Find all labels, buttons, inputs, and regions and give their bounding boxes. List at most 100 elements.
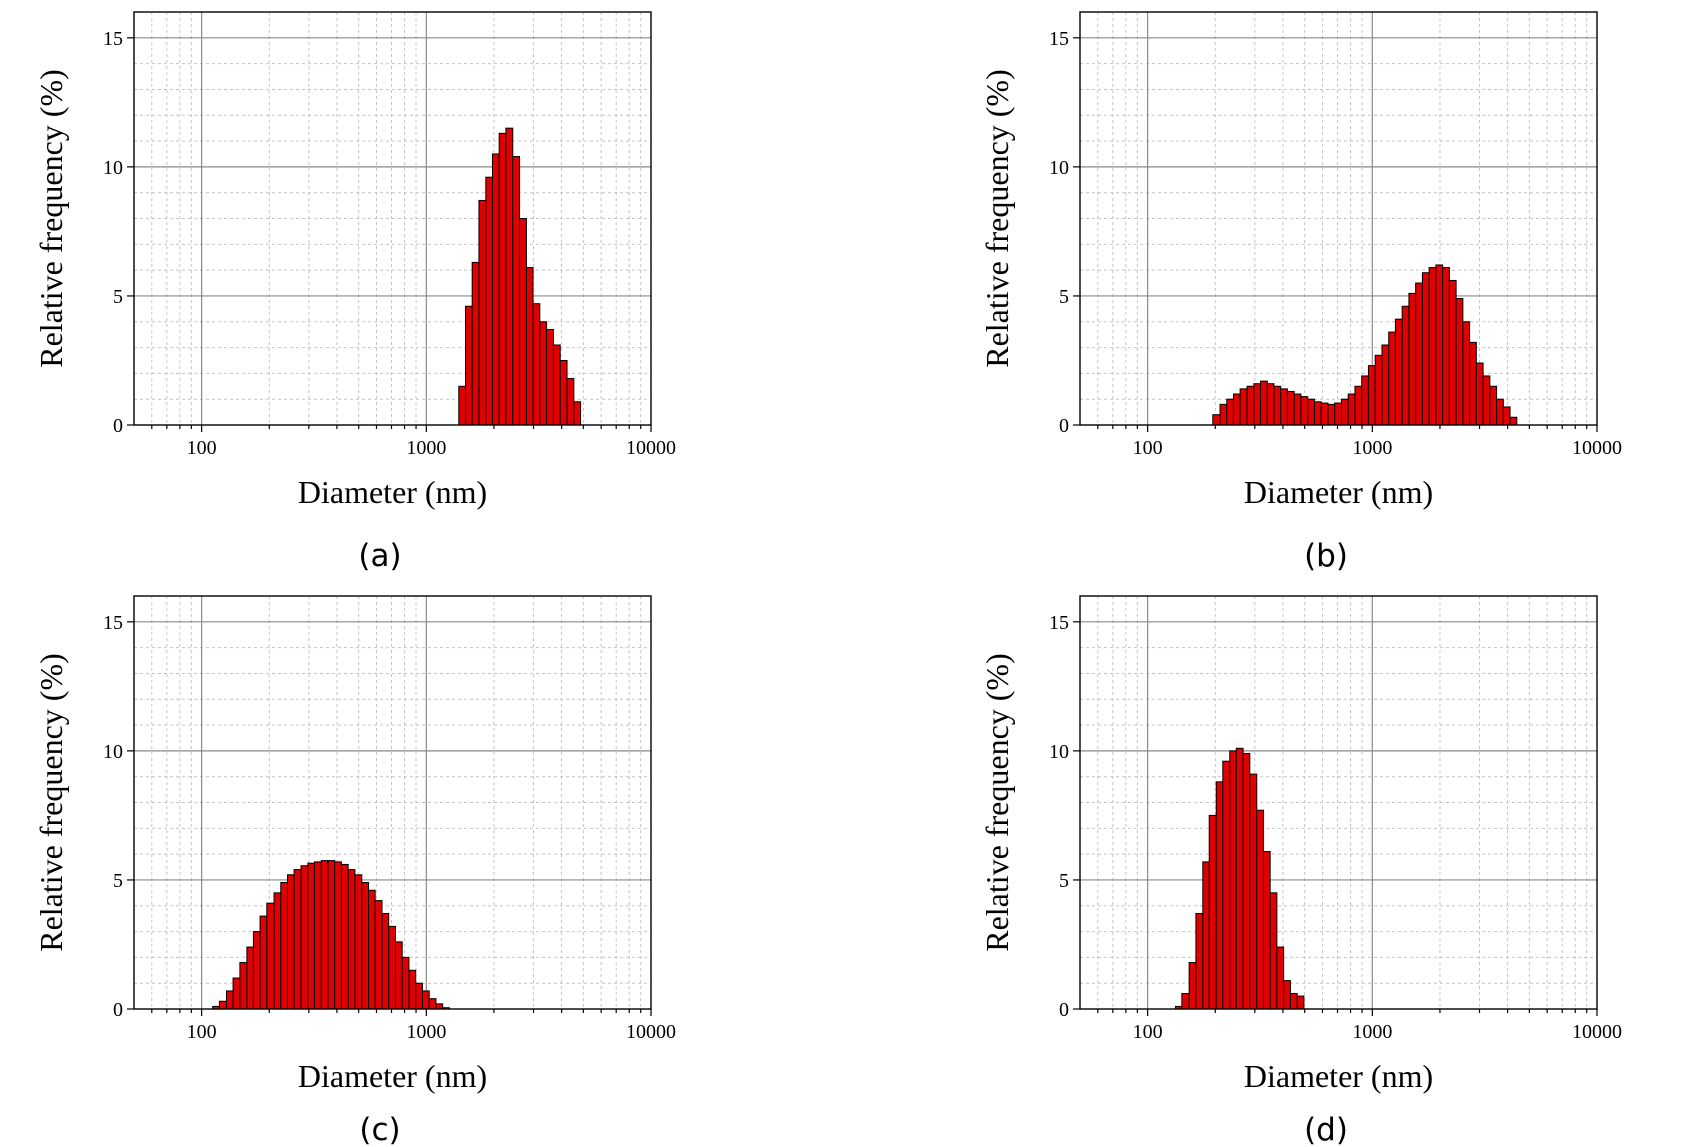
histogram-bar (1280, 388, 1288, 426)
y-axis-title: Relative frequency (%) (979, 69, 1015, 368)
histogram-bar (1253, 383, 1262, 426)
histogram-bar (1442, 267, 1450, 426)
histogram-bar (1246, 385, 1255, 426)
panel-label: (d) (1304, 1112, 1348, 1147)
histogram-bar (428, 998, 437, 1010)
minor-grid (134, 12, 651, 425)
histogram-bar (307, 862, 316, 1010)
histogram-bar (252, 931, 261, 1010)
histogram-bar (1188, 962, 1197, 1010)
histogram-bar (559, 359, 568, 426)
major-grid (134, 12, 651, 425)
minor-grid (1080, 596, 1597, 1009)
chart-panel-c: 100 1000 10000 0 5 10 15 Diameter (nm) Relative … (33, 595, 676, 1147)
histogram-bar (327, 860, 336, 1010)
histogram-bar (1260, 380, 1268, 426)
chart-panel-a: 100 1000 10000 0 5 10 15 Diameter (nm) Relative … (33, 11, 676, 574)
x-tick-label: 1000 (406, 1021, 446, 1043)
histogram-bar (1300, 396, 1309, 426)
histogram-bar (1249, 773, 1258, 1010)
histogram-bar (1212, 414, 1221, 426)
histogram-bar (1408, 292, 1417, 426)
histogram-bar (1195, 912, 1204, 1010)
histogram-bar (340, 863, 349, 1010)
major-grid (1080, 596, 1597, 1009)
y-tick-label: 15 (103, 28, 123, 50)
histogram-bar (465, 305, 473, 426)
histogram-bar (435, 1003, 444, 1010)
histogram-bar (1327, 403, 1336, 426)
histogram-bar (1415, 282, 1423, 426)
histogram-bar (374, 900, 383, 1010)
minor-grid (1080, 12, 1597, 425)
x-tick-label: 1000 (1352, 1021, 1392, 1043)
histogram-bar (347, 869, 356, 1010)
histogram-bar (1421, 272, 1430, 426)
histogram-bar (1307, 398, 1316, 426)
x-tick-label: 100 (187, 437, 217, 459)
histogram-bar (1435, 264, 1444, 426)
histogram-bar (1215, 781, 1224, 1010)
histogram-bar (320, 860, 329, 1010)
major-grid (134, 596, 651, 1009)
histogram-bar (1455, 298, 1464, 426)
chart-panel-b: 100 1000 10000 0 5 10 15 Diameter (nm) Relative … (979, 11, 1622, 574)
bars (458, 127, 582, 426)
histogram-bar (1296, 995, 1305, 1010)
histogram-bar (1269, 892, 1278, 1010)
histogram-bar (1489, 385, 1498, 426)
histogram-bar (1293, 393, 1302, 426)
x-axis-title: Diameter (nm) (298, 1058, 487, 1094)
histogram-bar (512, 156, 521, 426)
histogram-bar (273, 892, 282, 1010)
y-tick-label: 0 (1059, 999, 1069, 1021)
histogram-bar (259, 915, 268, 1010)
histogram-bar (491, 153, 500, 426)
y-tick-label: 0 (1059, 415, 1069, 437)
histogram-bar (314, 861, 322, 1010)
histogram-bar (1475, 362, 1484, 426)
plot-frame (133, 11, 652, 426)
x-tick-label: 10000 (1572, 437, 1622, 459)
panel-label: (c) (359, 1112, 400, 1147)
histogram-bar (408, 969, 417, 1010)
histogram-bar (1222, 760, 1231, 1010)
histogram-bar (1462, 321, 1471, 426)
histogram-bar (1388, 331, 1396, 426)
histogram-bar (415, 982, 423, 1010)
histogram-bar (1394, 318, 1403, 426)
histogram-bar (246, 946, 254, 1010)
histogram-bar (1448, 279, 1457, 426)
histogram-bar (1381, 344, 1390, 426)
histogram-bar (471, 261, 480, 426)
histogram-bar (381, 912, 390, 1010)
histogram-bar (519, 218, 527, 426)
chart-panel-d: 100 1000 10000 0 5 10 15 Diameter (nm) Relative … (979, 595, 1622, 1147)
plot-frame (1079, 595, 1598, 1010)
x-tick-label: 1000 (1352, 437, 1392, 459)
y-axis-title: Relative frequency (%) (33, 69, 69, 368)
histogram-bar (1226, 398, 1234, 426)
histogram-bar (1181, 993, 1190, 1010)
histogram-bar (1286, 390, 1295, 426)
histogram-bar (218, 1000, 227, 1010)
y-axis-title: Relative frequency (%) (979, 653, 1015, 952)
histogram-bar (1219, 403, 1228, 426)
histogram-bar (1202, 861, 1210, 1010)
x-axis-title: Diameter (nm) (1244, 1058, 1433, 1094)
histogram-bar (1208, 814, 1217, 1010)
histogram-bar (546, 328, 554, 426)
histogram-bar (1354, 385, 1363, 426)
y-tick-label: 5 (1059, 286, 1069, 308)
histogram-bar (1289, 993, 1298, 1010)
histogram-bar (1374, 354, 1383, 426)
histogram-bar (1266, 383, 1275, 426)
histogram-bar (1469, 341, 1477, 426)
panel-label: (b) (1304, 538, 1348, 574)
histogram-bar (1242, 752, 1251, 1010)
histogram-bar (361, 882, 370, 1010)
histogram-bar (458, 385, 467, 426)
histogram-bar (1283, 980, 1291, 1010)
y-tick-label: 10 (103, 741, 123, 763)
histogram-bar (1428, 267, 1437, 426)
